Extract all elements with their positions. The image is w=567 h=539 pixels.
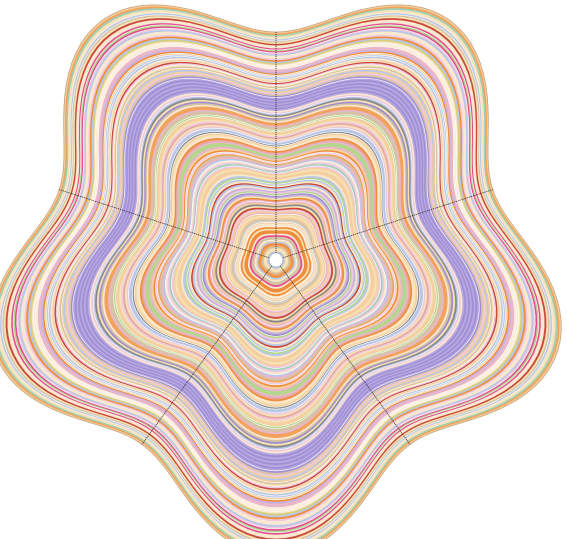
sector-divider-line — [279, 265, 411, 445]
dividers-layer — [59, 32, 493, 445]
sector-divider-line — [141, 265, 273, 445]
center-layer — [268, 252, 284, 268]
sector-divider-line — [59, 189, 270, 259]
sector-divider-line — [282, 189, 493, 259]
center-hole — [268, 252, 284, 268]
outer-outline — [0, 4, 562, 539]
rings-layer — [0, 4, 562, 539]
